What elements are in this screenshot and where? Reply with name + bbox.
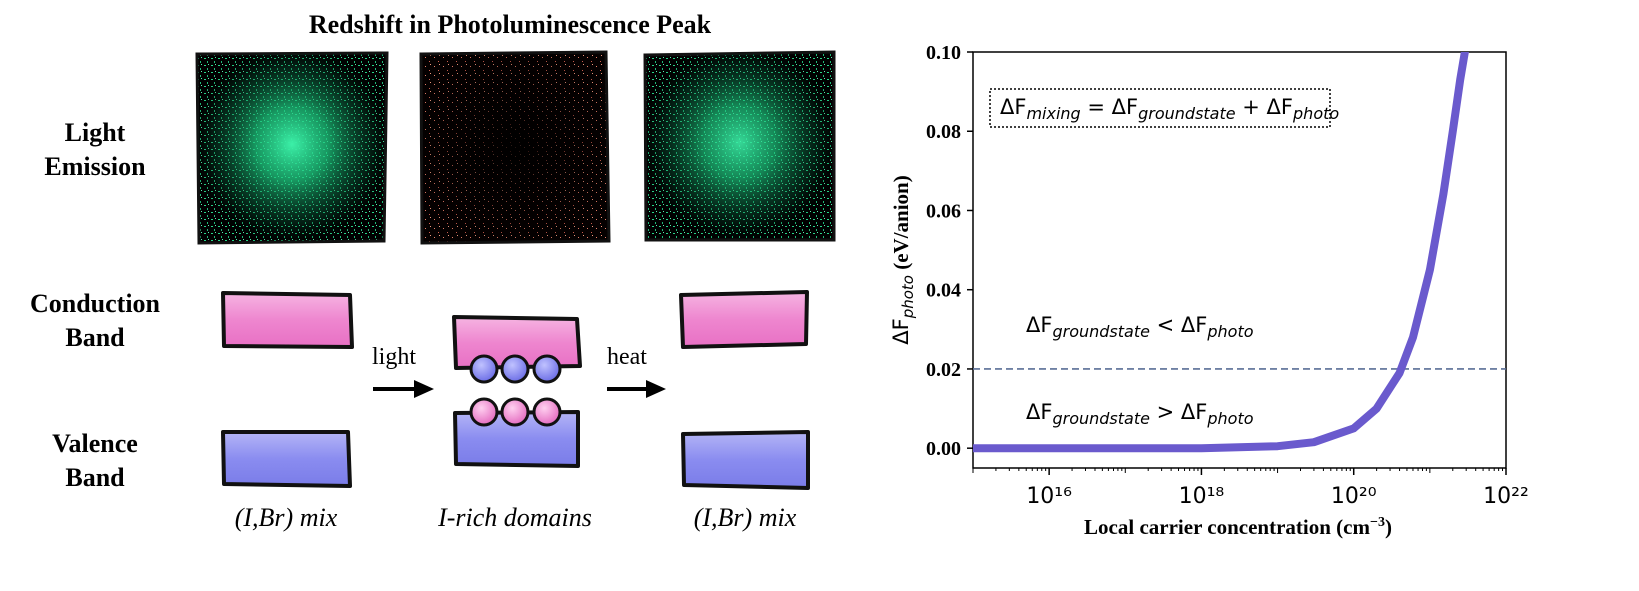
free-energy-chart: 0.00 0.02 0.04 0.06 0.08 0.10 10¹⁶ 10¹⁸ 10²⁰ 10²²… [889,42,1529,539]
xlabel-main: Local carrier concentration (cm [1084,515,1370,539]
caption-mix-left: (I,Br) mix [234,503,338,532]
ann-sub: groundstate [1052,322,1150,341]
row-label-line: Valence [52,429,138,458]
valence-band-right [681,430,810,490]
eq-term: = ΔF [1081,95,1138,119]
caption-i-rich: I-rich domains [438,503,592,532]
row-label-valence-band: Valence Band [20,427,170,495]
eq-sub-photo: photo [1292,104,1339,123]
plot-frame [972,51,1507,469]
row-label-line: Conduction [29,289,161,318]
ann-term: > ΔF [1150,400,1207,424]
ann-term: < ΔF [1150,313,1207,337]
electron-states [469,354,562,384]
row-label-line: Light [64,118,126,147]
x-tick-label: 10¹⁶ [1026,484,1072,509]
ann-term: ΔF [1026,400,1052,424]
ylabel-term: ΔF [889,318,913,344]
ann-sub: photo [1206,409,1253,428]
xlabel-end: ) [1385,515,1392,539]
eq-sub-mixing: mixing [1026,104,1080,123]
hole-states [469,397,562,427]
xlabel-sup: −3 [1370,515,1385,530]
eq-term: ΔF [1000,95,1026,119]
y-tick-label: 0.00 [926,438,961,460]
row-label-line: Band [65,323,125,352]
row-label-conduction-band: Conduction Band [10,287,180,355]
arrow-label-light: light [372,344,417,370]
eq-term: + ΔF [1236,95,1293,119]
ann-sub: photo [1206,322,1253,341]
chart-axes [972,51,1507,469]
lower-region-annotation: ΔFgroundstate > ΔFphoto [1026,400,1254,428]
emission-square-right [643,50,836,242]
ylabel-sub: photo [899,275,917,319]
arrow-light [373,380,434,398]
row-label-line: Emission [44,152,146,181]
ann-term: ΔF [1026,313,1052,337]
valence-band-left [221,430,352,488]
series-line-0 [973,52,1469,453]
arrow-label-heat: heat [607,344,647,370]
diagram-title: Redshift in Photoluminescence Peak [308,10,712,39]
ylabel-unit: (eV/anion) [889,175,913,275]
row-label-line: Band [65,463,125,492]
emission-square-middle [419,50,611,245]
equation-annotation: ΔFmixing = ΔFgroundstate + ΔFphoto [989,88,1339,128]
x-tick-label: 10²⁰ [1331,484,1377,509]
y-axis-label: ΔFphoto (eV/anion) [889,175,917,344]
conduction-band-right [679,290,809,349]
upper-region-annotation: ΔFgroundstate < ΔFphoto [1026,313,1254,341]
svg-text:ΔFmixing = ΔFgroundstate + ΔFp: ΔFmixing = ΔFgroundstate + ΔFphoto [1000,95,1339,123]
chart-series [973,52,1506,453]
conduction-band-left [221,291,354,349]
x-tick-label: 10¹⁸ [1179,484,1225,509]
arrow-heat [607,380,666,398]
y-tick-label: 0.04 [926,280,961,302]
row-label-light-emission: Light Emission [20,116,170,184]
emission-square-left [195,51,389,245]
band-diagram [195,50,836,490]
chart-ticks: 0.00 0.02 0.04 0.06 0.08 0.10 10¹⁶ 10¹⁸ 10²⁰ 10²² [926,42,1529,509]
x-tick-label: 10²² [1483,484,1529,509]
x-axis-label: Local carrier concentration (cm−3) [1084,515,1392,539]
ann-sub: groundstate [1052,409,1150,428]
y-tick-label: 0.06 [926,200,961,222]
caption-mix-right: (I,Br) mix [693,503,797,532]
y-tick-label: 0.02 [926,359,961,381]
eq-sub-groundstate: groundstate [1138,104,1236,123]
y-tick-label: 0.08 [926,121,961,143]
y-tick-label: 0.10 [926,42,961,64]
